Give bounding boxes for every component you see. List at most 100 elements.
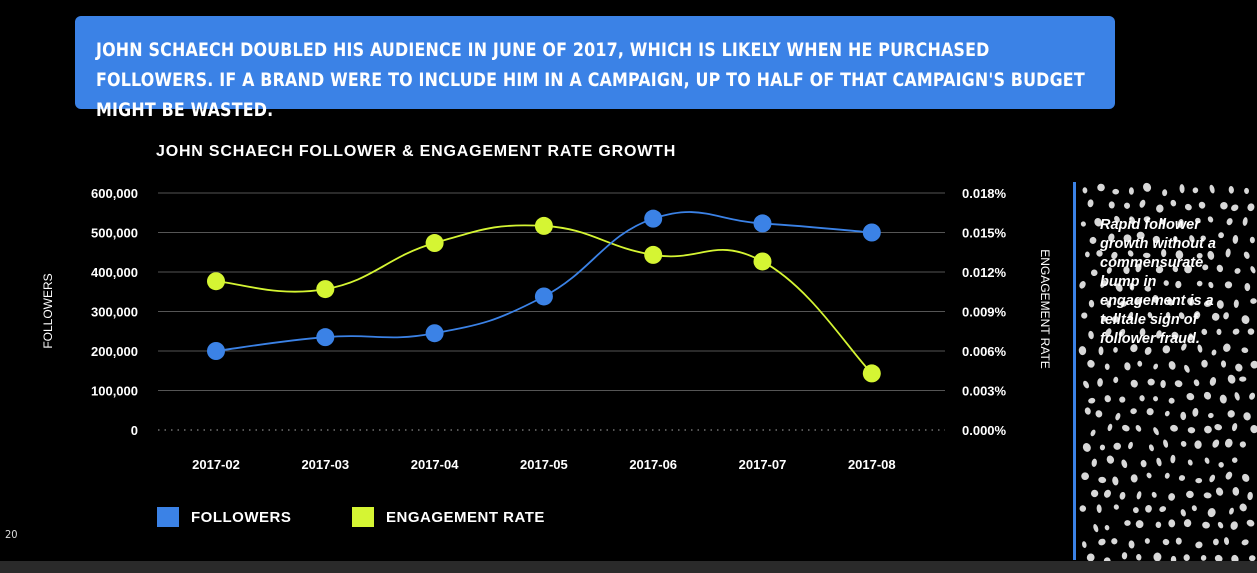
pattern-dot <box>1213 538 1219 546</box>
pattern-dot <box>1187 297 1195 306</box>
followers-point <box>534 287 553 306</box>
engagement-rate-point <box>534 216 553 235</box>
pattern-dot <box>1093 524 1099 533</box>
dot-pattern <box>1078 182 1257 562</box>
followers-point <box>316 328 335 347</box>
pattern-dot <box>1178 475 1186 481</box>
pattern-dot <box>1180 411 1187 421</box>
pattern-dot <box>1181 343 1187 351</box>
pattern-dot <box>1233 299 1239 308</box>
pattern-dot <box>1121 459 1128 469</box>
engagement-rate-point <box>862 364 881 383</box>
y2-tick-label: 0.003% <box>962 384 1007 399</box>
pattern-dot <box>1159 219 1166 225</box>
pattern-dot <box>1107 423 1113 432</box>
pattern-dot <box>1196 280 1203 287</box>
pattern-dot <box>1151 491 1157 498</box>
pattern-dot <box>1144 346 1152 355</box>
pattern-dot <box>1249 236 1255 244</box>
pattern-dot <box>1194 440 1202 449</box>
pattern-dot <box>1145 504 1152 513</box>
pattern-dot <box>1247 328 1255 335</box>
legend-engagement-label: ENGAGEMENT RATE <box>386 508 545 526</box>
pattern-dot <box>1220 201 1228 210</box>
pattern-dot <box>1104 395 1111 403</box>
pattern-dot <box>1171 331 1179 340</box>
pattern-dot <box>1103 557 1111 562</box>
pattern-dot <box>1170 199 1177 207</box>
pattern-dot <box>1203 492 1212 499</box>
pattern-dot <box>1239 376 1247 382</box>
pattern-dot <box>1202 521 1210 529</box>
pattern-dot <box>1097 378 1103 387</box>
x-tick-label: 2017-08 <box>848 457 896 472</box>
pattern-dot <box>1193 311 1201 320</box>
pattern-dot <box>1121 552 1128 560</box>
page-number: 20 <box>5 528 18 541</box>
followers-point <box>644 209 663 228</box>
y2-tick-label: 0.009% <box>962 305 1007 320</box>
pattern-dot <box>1201 359 1208 368</box>
pattern-dot <box>1130 408 1137 415</box>
pattern-dot <box>1130 379 1138 388</box>
pattern-dot <box>1211 349 1217 356</box>
pattern-dot <box>1135 424 1142 432</box>
pattern-dot <box>1097 183 1105 192</box>
pattern-dot <box>1250 360 1257 369</box>
pattern-dot <box>1112 315 1119 323</box>
pattern-dot <box>1112 476 1119 486</box>
pattern-dot <box>1153 427 1159 436</box>
pattern-dot <box>1119 396 1126 403</box>
pattern-dot <box>1216 300 1224 309</box>
pattern-dot <box>1226 218 1233 226</box>
pattern-dot <box>1104 525 1110 531</box>
pattern-dot <box>1164 472 1170 479</box>
y-axis-label: FOLLOWERS <box>41 273 55 348</box>
pattern-dot <box>1139 328 1146 337</box>
pattern-dot <box>1115 283 1123 292</box>
pattern-dot <box>1250 298 1257 304</box>
pattern-dot <box>1106 300 1112 308</box>
legend-engagement: ENGAGEMENT RATE <box>352 507 545 527</box>
pattern-dot <box>1195 541 1203 549</box>
pattern-dot <box>1177 219 1184 228</box>
pattern-dot <box>1192 187 1199 194</box>
pattern-dot <box>1168 361 1176 370</box>
pattern-dot <box>1094 218 1102 227</box>
sidebar-note: Rapid follower growth without a commensu… <box>1100 217 1216 347</box>
pattern-dot <box>1135 520 1144 529</box>
pattern-dot <box>1148 444 1154 452</box>
pattern-dot <box>1232 328 1240 335</box>
pattern-dot <box>1239 441 1246 448</box>
pattern-dot <box>1078 346 1087 356</box>
pattern-dot <box>1201 328 1208 335</box>
y-tick-label: 500,000 <box>91 226 138 241</box>
engagement-rate-point <box>316 280 335 299</box>
pattern-dot <box>1175 250 1184 260</box>
pattern-dot <box>1184 364 1190 373</box>
pattern-dot <box>1083 380 1090 389</box>
pattern-dot <box>1163 280 1169 286</box>
followers-point <box>862 223 881 242</box>
pattern-dot <box>1079 281 1086 289</box>
pattern-dot <box>1242 473 1250 482</box>
legend-followers-swatch <box>157 507 179 527</box>
pattern-dot <box>1223 537 1230 545</box>
pattern-dot <box>1113 376 1119 384</box>
pattern-dot <box>1146 408 1154 416</box>
y-tick-label: 400,000 <box>91 265 138 280</box>
followers-point <box>425 324 444 343</box>
pattern-dot <box>1082 443 1091 452</box>
pattern-dot <box>1234 268 1241 274</box>
pattern-dot <box>1081 472 1089 480</box>
pattern-dot <box>1135 263 1142 273</box>
pattern-dot <box>1189 235 1195 243</box>
y2-tick-label: 0.018% <box>962 186 1007 201</box>
pattern-dot <box>1129 282 1135 291</box>
pattern-dot <box>1128 441 1133 450</box>
pattern-dot <box>1219 394 1227 404</box>
pattern-dot <box>1187 459 1193 466</box>
pattern-dot <box>1200 555 1207 561</box>
pattern-dot <box>1168 397 1175 404</box>
pattern-dot <box>1129 216 1136 225</box>
